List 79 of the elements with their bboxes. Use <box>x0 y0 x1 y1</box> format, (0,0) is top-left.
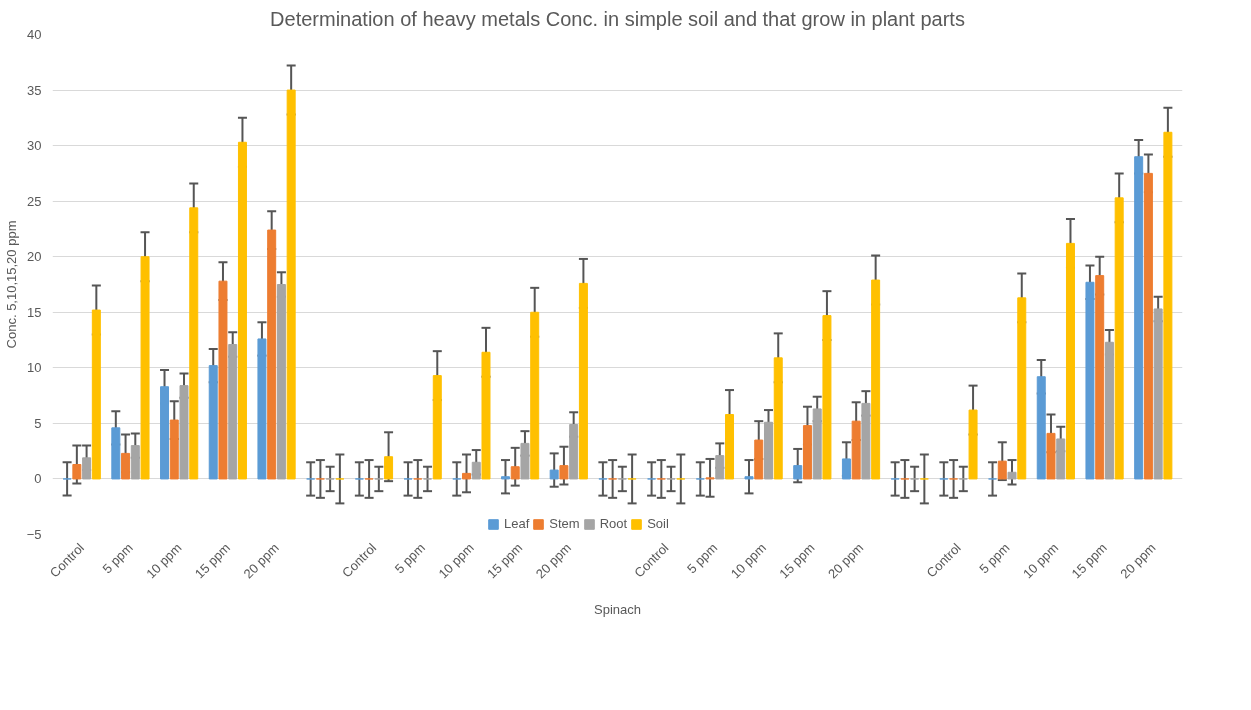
bar <box>237 141 247 480</box>
bar <box>228 344 238 480</box>
bar <box>1095 275 1105 480</box>
bar <box>179 385 189 480</box>
bar <box>121 452 131 480</box>
bar <box>841 458 851 480</box>
bar <box>861 402 871 480</box>
bar <box>520 442 530 480</box>
bar <box>968 409 978 480</box>
bar <box>559 465 569 480</box>
bar <box>1017 297 1027 480</box>
bar <box>725 414 735 480</box>
bar <box>481 351 491 480</box>
bar <box>82 457 92 480</box>
bar <box>267 229 277 480</box>
bar <box>432 375 442 480</box>
bar <box>773 357 783 480</box>
bar <box>812 408 822 480</box>
bar <box>471 461 481 480</box>
bar <box>111 427 121 480</box>
bar <box>189 207 199 480</box>
bar <box>549 469 559 480</box>
legend-label: Stem <box>549 516 580 531</box>
bar <box>500 476 510 480</box>
y-tick-label: 5 <box>34 415 42 431</box>
y-tick-label: 10 <box>27 360 42 376</box>
bar <box>1046 432 1056 480</box>
bar <box>1114 197 1124 480</box>
bar <box>169 419 179 480</box>
bar <box>286 89 296 480</box>
bar <box>1104 341 1114 480</box>
y-tick-label: 25 <box>27 193 42 209</box>
chart-title: Determination of heavy metals Conc. in simple soil and that grow in plant parts <box>270 7 965 30</box>
bar <box>997 460 1007 480</box>
bar <box>578 282 588 480</box>
bar <box>569 424 579 480</box>
bar <box>871 279 881 480</box>
bar <box>510 466 520 480</box>
bar <box>1085 281 1095 480</box>
bar <box>91 309 101 480</box>
y-tick-label: 30 <box>27 138 42 154</box>
y-tick-label: 20 <box>27 249 42 265</box>
bar <box>276 284 286 480</box>
bar <box>140 256 150 480</box>
bar <box>1143 172 1153 480</box>
bar <box>1065 242 1075 480</box>
y-tick-label: 15 <box>27 304 42 320</box>
y-tick-label: 35 <box>27 82 42 98</box>
bar <box>208 365 218 480</box>
bar <box>1163 131 1173 480</box>
bar <box>130 445 140 480</box>
bar <box>764 421 773 480</box>
y-tick-label: −5 <box>26 527 42 542</box>
bar <box>1153 308 1163 480</box>
bar <box>384 456 394 480</box>
bar <box>462 472 471 480</box>
bar <box>1134 156 1144 480</box>
legend-label: Leaf <box>504 516 530 531</box>
bar <box>160 386 170 480</box>
bar <box>72 464 82 480</box>
legend-label: Soil <box>647 516 669 531</box>
bar <box>793 465 803 480</box>
bar <box>257 338 267 480</box>
y-tick-label: 0 <box>34 471 42 487</box>
bar <box>530 311 540 480</box>
bar <box>715 455 725 480</box>
bar <box>1056 438 1066 480</box>
bar <box>1007 471 1017 480</box>
legend-label: Root <box>599 516 628 531</box>
bar <box>218 280 228 480</box>
bar <box>822 315 832 480</box>
y-tick-label: 40 <box>27 27 42 42</box>
y-axis-title: Conc. 5,10,15,20 ppm <box>3 220 19 349</box>
bar <box>802 425 812 480</box>
bar <box>1036 376 1046 480</box>
x-axis-title: Spinach <box>594 601 641 617</box>
bar <box>851 420 861 480</box>
bar <box>744 476 754 480</box>
bar <box>754 439 764 480</box>
